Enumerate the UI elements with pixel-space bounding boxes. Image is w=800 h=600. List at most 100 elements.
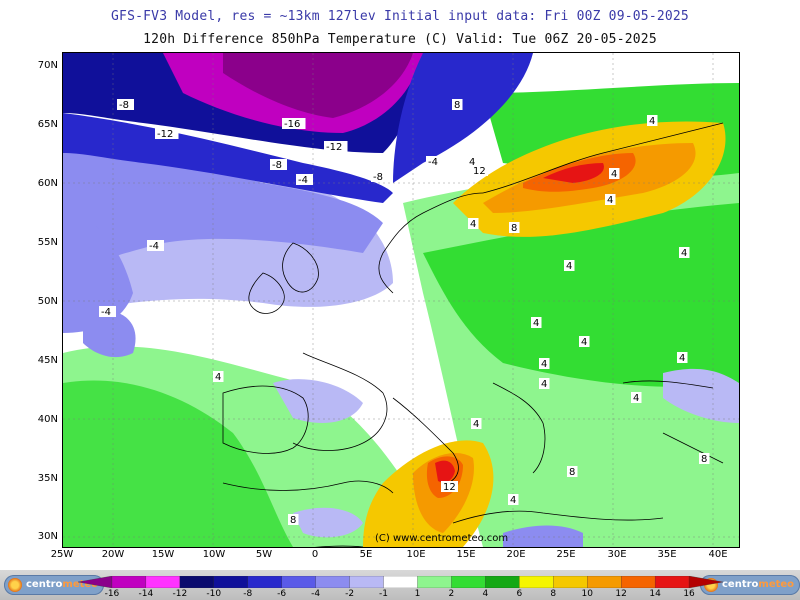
- contour-label: 4: [533, 318, 539, 329]
- contour-label-background: [605, 194, 616, 205]
- color-scale-swatch: [417, 576, 453, 588]
- contour-label-background: [371, 171, 388, 182]
- color-scale-swatch: [654, 576, 690, 588]
- contour-label: -8: [272, 160, 282, 171]
- contour-label-background: [631, 392, 642, 403]
- temperature-map: -16 -12 -12 -8 -8 -8 -4 -4 -4 -4 4 4 4 4 4 4 4 4 4 4 4 4 4 4 4 4 8…: [63, 53, 739, 547]
- color-scale-swatch: [621, 576, 656, 588]
- contour-label-background: [539, 378, 550, 389]
- longitude-tick-label: 0: [311, 549, 319, 560]
- contour-label: 4: [649, 116, 655, 127]
- contour-label: 4: [611, 169, 617, 180]
- color-scale-swatch: [485, 576, 520, 588]
- color-scale-swatch: [519, 576, 554, 588]
- longitude-tick-label: 30E: [607, 549, 627, 560]
- contour-label: 4: [215, 372, 221, 383]
- contour-label-background: [467, 156, 478, 167]
- contour-label-background: [609, 168, 620, 179]
- color-scale-swatch: [145, 576, 181, 588]
- longitude-tick-label: 10W: [202, 549, 226, 560]
- color-scale-value: -10: [206, 589, 222, 599]
- color-scale-swatch: [587, 576, 622, 588]
- latitude-tick-label: 40N: [37, 414, 58, 425]
- longitude-tick-label: 20W: [101, 549, 125, 560]
- contour-label: -12: [326, 142, 342, 153]
- contour-label-background: [99, 306, 116, 317]
- contour-label: 4: [541, 379, 547, 390]
- logo-text-part2: meteo: [758, 579, 795, 590]
- contour-label: 4: [470, 219, 476, 230]
- color-scale-value: -1: [379, 589, 389, 599]
- contour-label: 4: [581, 337, 587, 348]
- contour-label-background: [296, 174, 313, 185]
- color-scale-swatch: [281, 576, 317, 588]
- logo-text-part1: centro: [722, 579, 759, 590]
- contour-label-background: [288, 514, 299, 525]
- contour-label: 4: [607, 195, 613, 206]
- latitude-tick-label: 60N: [37, 178, 58, 189]
- color-scale-swatch: [247, 576, 283, 588]
- sun-logo-icon: [8, 578, 22, 592]
- contour-label-group: -16 -12 -12 -8 -8 -8 -4 -4 -4 -4 4 4 4 4 4 4 4 4 4 4 4 4 4 4 4 4 8…: [99, 99, 710, 526]
- color-scale-value: 6: [516, 589, 523, 599]
- centrometeo-logo-left[interactable]: centrometeo: [4, 575, 105, 595]
- contour-label-background: [647, 115, 658, 126]
- contour-label-background: [147, 240, 164, 251]
- color-scale-swatch: [383, 576, 419, 588]
- color-scale-value: 8: [550, 589, 557, 599]
- contour-label: -4: [149, 241, 159, 252]
- color-scale-value: 12: [615, 589, 627, 599]
- latitude-tick-label: 50N: [37, 296, 58, 307]
- contour-label: 4: [633, 393, 639, 404]
- latitude-tick-label: 65N: [37, 119, 58, 130]
- longitude-tick-label: 15W: [151, 549, 175, 560]
- contour-label: 12: [443, 482, 456, 493]
- color-scale-swatch: [553, 576, 588, 588]
- longitude-tick-label: 10E: [406, 549, 426, 560]
- latitude-tick-label: 55N: [37, 237, 58, 248]
- color-scale-swatch: [213, 576, 249, 588]
- contour-label: -8: [373, 172, 383, 183]
- color-scale: [78, 576, 723, 588]
- color-scale-value: 10: [581, 589, 593, 599]
- contour-label: 4: [566, 261, 572, 272]
- contour-label-background: [564, 260, 575, 271]
- longitude-tick-label: 35E: [657, 549, 677, 560]
- contour-label: 4: [469, 157, 475, 168]
- color-scale-value: 1: [414, 589, 421, 599]
- color-scale-swatch: [315, 576, 351, 588]
- color-scale-swatch: [349, 576, 385, 588]
- contour-label: 4: [679, 353, 685, 364]
- latitude-tick-label: 45N: [37, 355, 58, 366]
- contour-label: -8: [119, 100, 129, 111]
- color-scale-value: 14: [649, 589, 661, 599]
- contour-label-background: [282, 118, 306, 129]
- color-scale-swatch: [179, 576, 215, 588]
- contour-label-background: [531, 317, 542, 328]
- color-scale-swatch: [688, 576, 723, 588]
- model-title: GFS-FV3 Model, res = ~13km 127lev Initia…: [111, 9, 689, 24]
- contour-label-background: [213, 371, 224, 382]
- logo-text-part2: meteo: [62, 579, 99, 590]
- contour-label-background: [539, 358, 550, 369]
- contour-label: 8: [290, 515, 296, 526]
- contour-label-background: [509, 222, 520, 233]
- color-scale-swatch: [78, 576, 113, 588]
- color-scale-value: -4: [311, 589, 321, 599]
- contour-label: 4: [510, 495, 516, 506]
- logo-text-part1: centro: [26, 579, 63, 590]
- contour-label: 8: [511, 223, 517, 234]
- contour-label: 12: [473, 166, 486, 177]
- contour-label-background: [567, 466, 578, 477]
- watermark: (C) www.centrometeo.com: [375, 533, 508, 544]
- longitude-tick-label: 15E: [456, 549, 476, 560]
- contour-label-background: [699, 453, 710, 464]
- color-scale-value: 2: [448, 589, 455, 599]
- color-scale-value: -6: [277, 589, 287, 599]
- contour-label-background: [468, 218, 479, 229]
- longitude-tick-label: 5W: [255, 549, 273, 560]
- contour-label: 4: [541, 359, 547, 370]
- color-scale-swatch: [451, 576, 487, 588]
- contour-label-background: [471, 165, 488, 176]
- contour-label-background: [324, 141, 348, 152]
